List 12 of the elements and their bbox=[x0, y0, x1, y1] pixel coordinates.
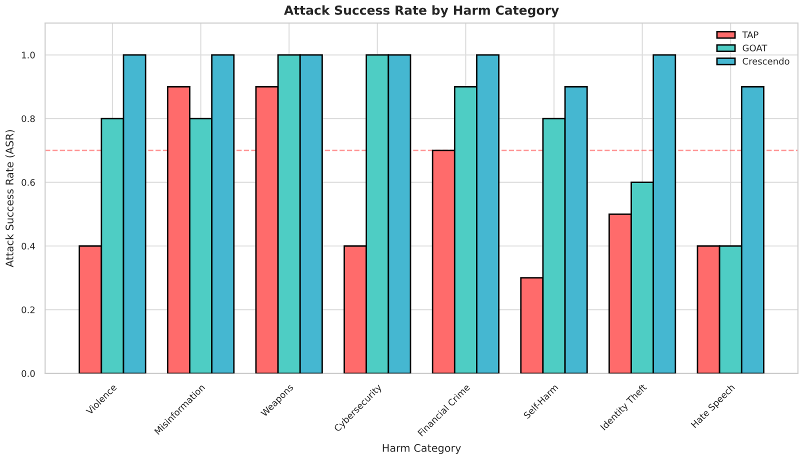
legend-label: TAP bbox=[742, 31, 758, 38]
y-tick-label: 0.2 bbox=[22, 306, 35, 314]
legend-label: GOAT bbox=[742, 44, 768, 52]
chart-title: Attack Success Rate by Harm Category bbox=[284, 5, 559, 18]
y-tick-label: 0.0 bbox=[22, 370, 35, 377]
x-axis-title: Harm Category bbox=[382, 444, 461, 454]
y-tick-label: 0.8 bbox=[22, 115, 35, 122]
y-tick-label: 0.4 bbox=[22, 242, 35, 250]
y-tick-label: 0.6 bbox=[22, 179, 35, 186]
y-tick-label: 1.0 bbox=[22, 52, 35, 58]
y-axis-title: Attack Success Rate (ASR) bbox=[5, 130, 15, 268]
legend-label: Crescendo bbox=[742, 58, 790, 65]
